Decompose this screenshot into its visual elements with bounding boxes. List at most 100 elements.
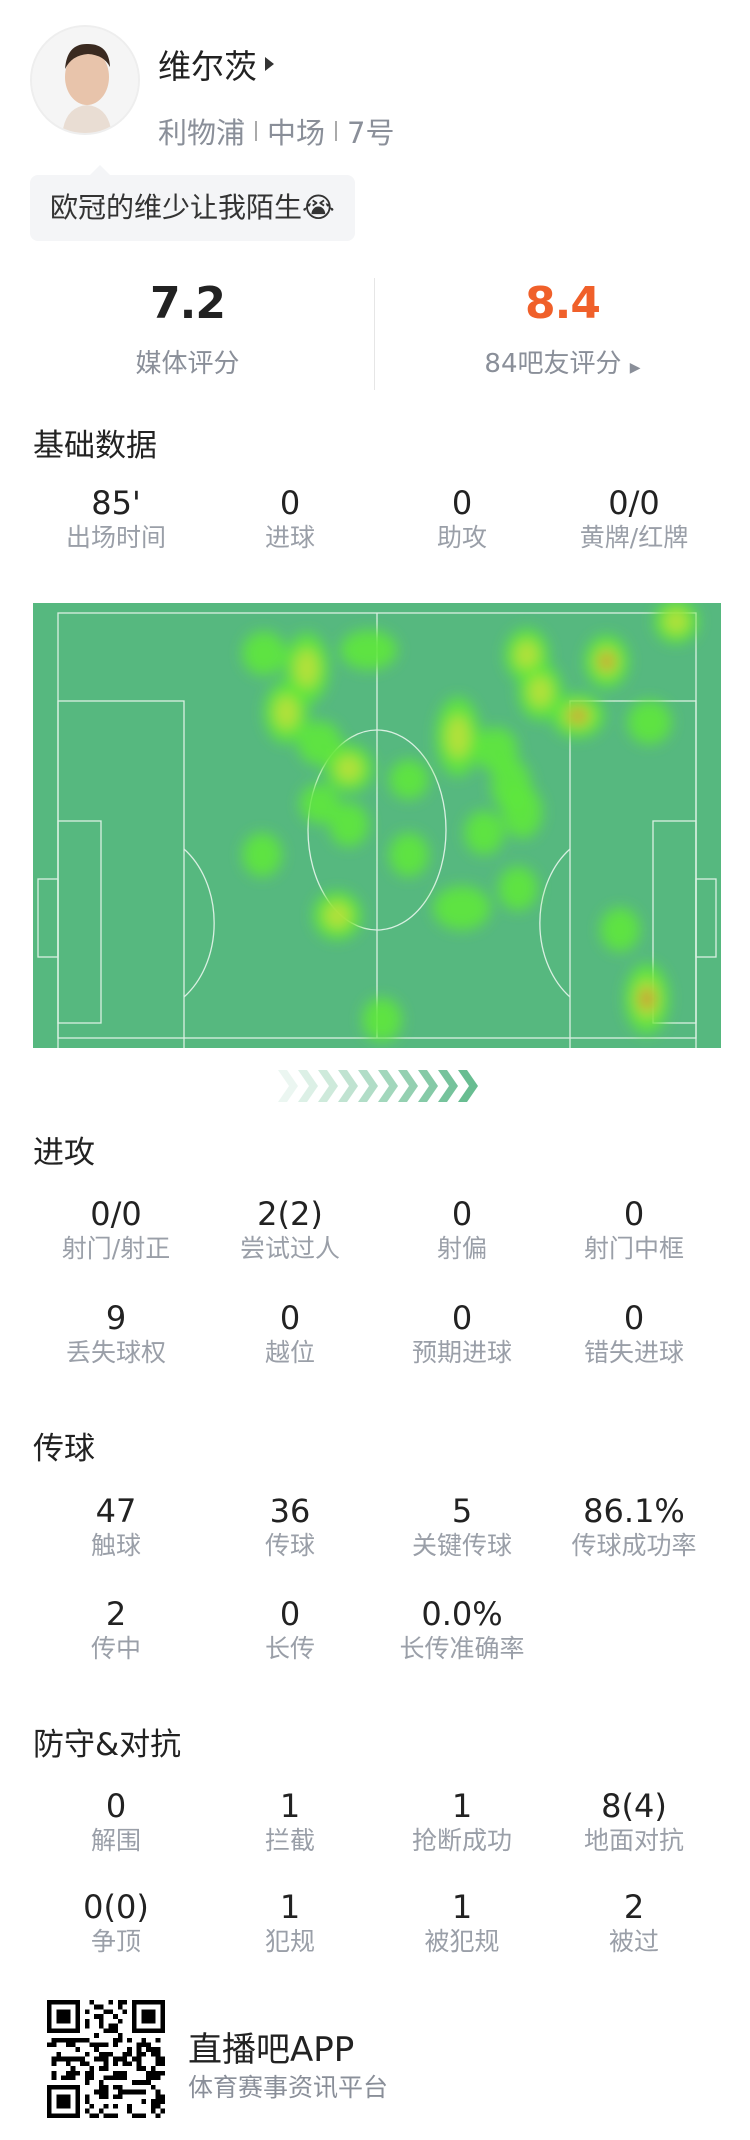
heat-blob [340,630,398,670]
heat-blob [242,631,287,676]
stat-value: 0 [451,1195,473,1233]
stat-label: 射门/射正 [61,1234,171,1263]
stat-label: 争顶 [90,1927,141,1956]
heat-blob [498,866,538,911]
heat-blob [464,810,504,855]
stat-label: 丢失球权 [65,1338,166,1367]
stat-label: 抢断成功 [411,1826,512,1855]
stat-value: 9 [105,1299,127,1337]
stat-value: 2(2) [257,1195,323,1233]
heat-blob [640,989,653,1009]
stat-value: 0 [451,484,473,522]
stat-label: 犯规 [264,1927,315,1956]
stat-value: 1 [279,1787,301,1825]
heat-blob [299,784,340,824]
chevron-right-icon [378,1070,398,1102]
stat-label: 被犯规 [424,1927,500,1956]
heat-blob [362,997,402,1042]
pitch-lines [37,612,717,1048]
stat-label: 传中 [90,1634,141,1663]
stat-label: 拦截 [264,1826,315,1855]
stat-value: 85' [91,484,141,522]
stat-value: 2 [105,1595,127,1633]
stat-value: 0/0 [608,484,660,522]
heat-blob [600,907,640,952]
heatmap-layer [242,603,699,1042]
heat-blob [274,695,299,730]
stat-item: 85' 出场时间 [30,484,202,554]
stat-value: 1 [451,1888,473,1926]
stat-item: 2(2) 尝试过人 [204,1195,376,1265]
stat-value: 0 [451,1299,473,1337]
stat-value: 0 [623,1299,645,1337]
stat-item: 1 拦截 [204,1787,376,1857]
stat-value: 1 [451,1787,473,1825]
heat-blob [514,640,539,670]
stat-item: 0 错失进球 [548,1299,720,1369]
stat-item: 0 进球 [204,484,376,554]
stat-item: 1 抢断成功 [376,1787,548,1857]
stat-label: 进球 [264,523,315,552]
stat-label: 射门中框 [583,1234,684,1263]
stat-value: 86.1% [583,1492,685,1530]
attack-direction-arrows [278,1070,478,1102]
stat-item: 0.0% 长传准确率 [376,1595,548,1665]
stat-item: 0/0 射门/射正 [30,1195,202,1265]
stat-label: 错失进球 [583,1338,684,1367]
stat-item: 9 丢失球权 [30,1299,202,1369]
heat-blob [329,802,369,847]
stat-item: 1 犯规 [204,1888,376,1958]
stat-label: 射偏 [436,1234,487,1263]
chevron-right-icon [278,1070,298,1102]
fan-rating-label: 84吧友评分 ▶ [375,343,750,380]
chevron-right-icon [398,1070,418,1102]
stat-item: 1 被犯规 [376,1888,548,1958]
chevron-right-icon [318,1070,338,1102]
heat-blob [242,832,282,877]
player-avatar[interactable] [30,25,140,135]
divider [255,121,258,141]
stat-item: 5 关键传球 [376,1492,548,1562]
fan-rating-label-text: 84吧友评分 [484,349,622,379]
heat-blob [433,885,491,930]
fan-rating[interactable]: 8.4 84吧友评分 ▶ [375,278,750,380]
caret-right-icon: ▶ [629,360,641,376]
stat-item: 0 预期进球 [376,1299,548,1369]
stat-value: 36 [269,1492,311,1530]
heat-blob [664,609,689,634]
shirt-number: 7号 [347,116,395,150]
stat-label: 越位 [264,1338,315,1367]
stat-label: 预期进球 [411,1338,512,1367]
stat-value: 0(0) [83,1888,149,1926]
stat-label: 传球 [264,1531,315,1560]
stat-item: 0 射门中框 [548,1195,720,1265]
heatmap-pitch [33,603,721,1048]
team: 利物浦 [158,116,246,150]
stat-item: 0 越位 [204,1299,376,1369]
player-name-link[interactable]: 维尔茨 [158,40,274,88]
stat-value: 0 [279,1595,301,1633]
stat-label: 出场时间 [65,523,166,552]
stat-label: 触球 [90,1531,141,1560]
heat-blob [389,832,429,877]
media-rating: 7.2 媒体评分 [0,278,375,380]
stat-item: 8(4) 地面对抗 [548,1787,720,1857]
stat-item: 0 解围 [30,1787,202,1857]
stat-label: 长传准确率 [399,1634,525,1663]
stat-item: 0(0) 争顶 [30,1888,202,1958]
stat-label: 地面对抗 [583,1826,684,1855]
section-title: 进攻 [33,1135,95,1171]
section-title: 传球 [33,1431,95,1467]
stat-value: 0.0% [421,1595,503,1633]
stat-item: 2 传中 [30,1595,202,1665]
heat-blob [324,902,351,929]
heat-blob [335,755,363,782]
position: 中场 [267,116,326,150]
heat-blob [570,709,586,722]
stat-value: 0 [105,1787,127,1825]
heat-blob [294,649,319,688]
stat-value: 2 [623,1888,645,1926]
stat-item: 0 长传 [204,1595,376,1665]
comment-bubble: 欧冠的维少让我陌生😭 [30,165,355,241]
section-title: 防守&对抗 [33,1727,182,1763]
